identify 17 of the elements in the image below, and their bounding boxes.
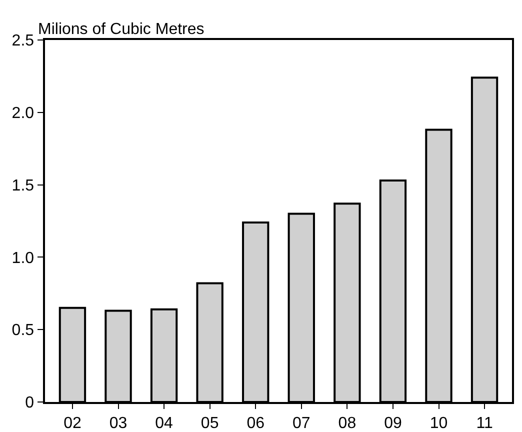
y-tick-label: 0.5 — [12, 322, 34, 340]
x-tick-label: 04 — [155, 414, 174, 432]
y-tick-label: 1.5 — [12, 177, 34, 194]
x-tick-label: 03 — [109, 414, 128, 432]
y-tick-label: 0 — [25, 394, 34, 412]
x-tick-label: 02 — [64, 414, 82, 432]
x-tick-label: 06 — [246, 414, 265, 432]
x-tick-label: 07 — [292, 414, 310, 432]
x-tick-label: 11 — [476, 414, 493, 432]
y-axis-title: Milions of Cubic Metres — [38, 21, 204, 38]
y-tick-label: 2.5 — [12, 32, 34, 50]
x-tick-label: 05 — [200, 414, 219, 432]
y-tick-label: 1.0 — [12, 250, 34, 267]
y-tick-label: 2.0 — [12, 105, 34, 122]
x-tick-label: 08 — [338, 414, 356, 432]
x-tick-label: 10 — [430, 414, 448, 432]
x-tick-label: 09 — [384, 414, 402, 432]
